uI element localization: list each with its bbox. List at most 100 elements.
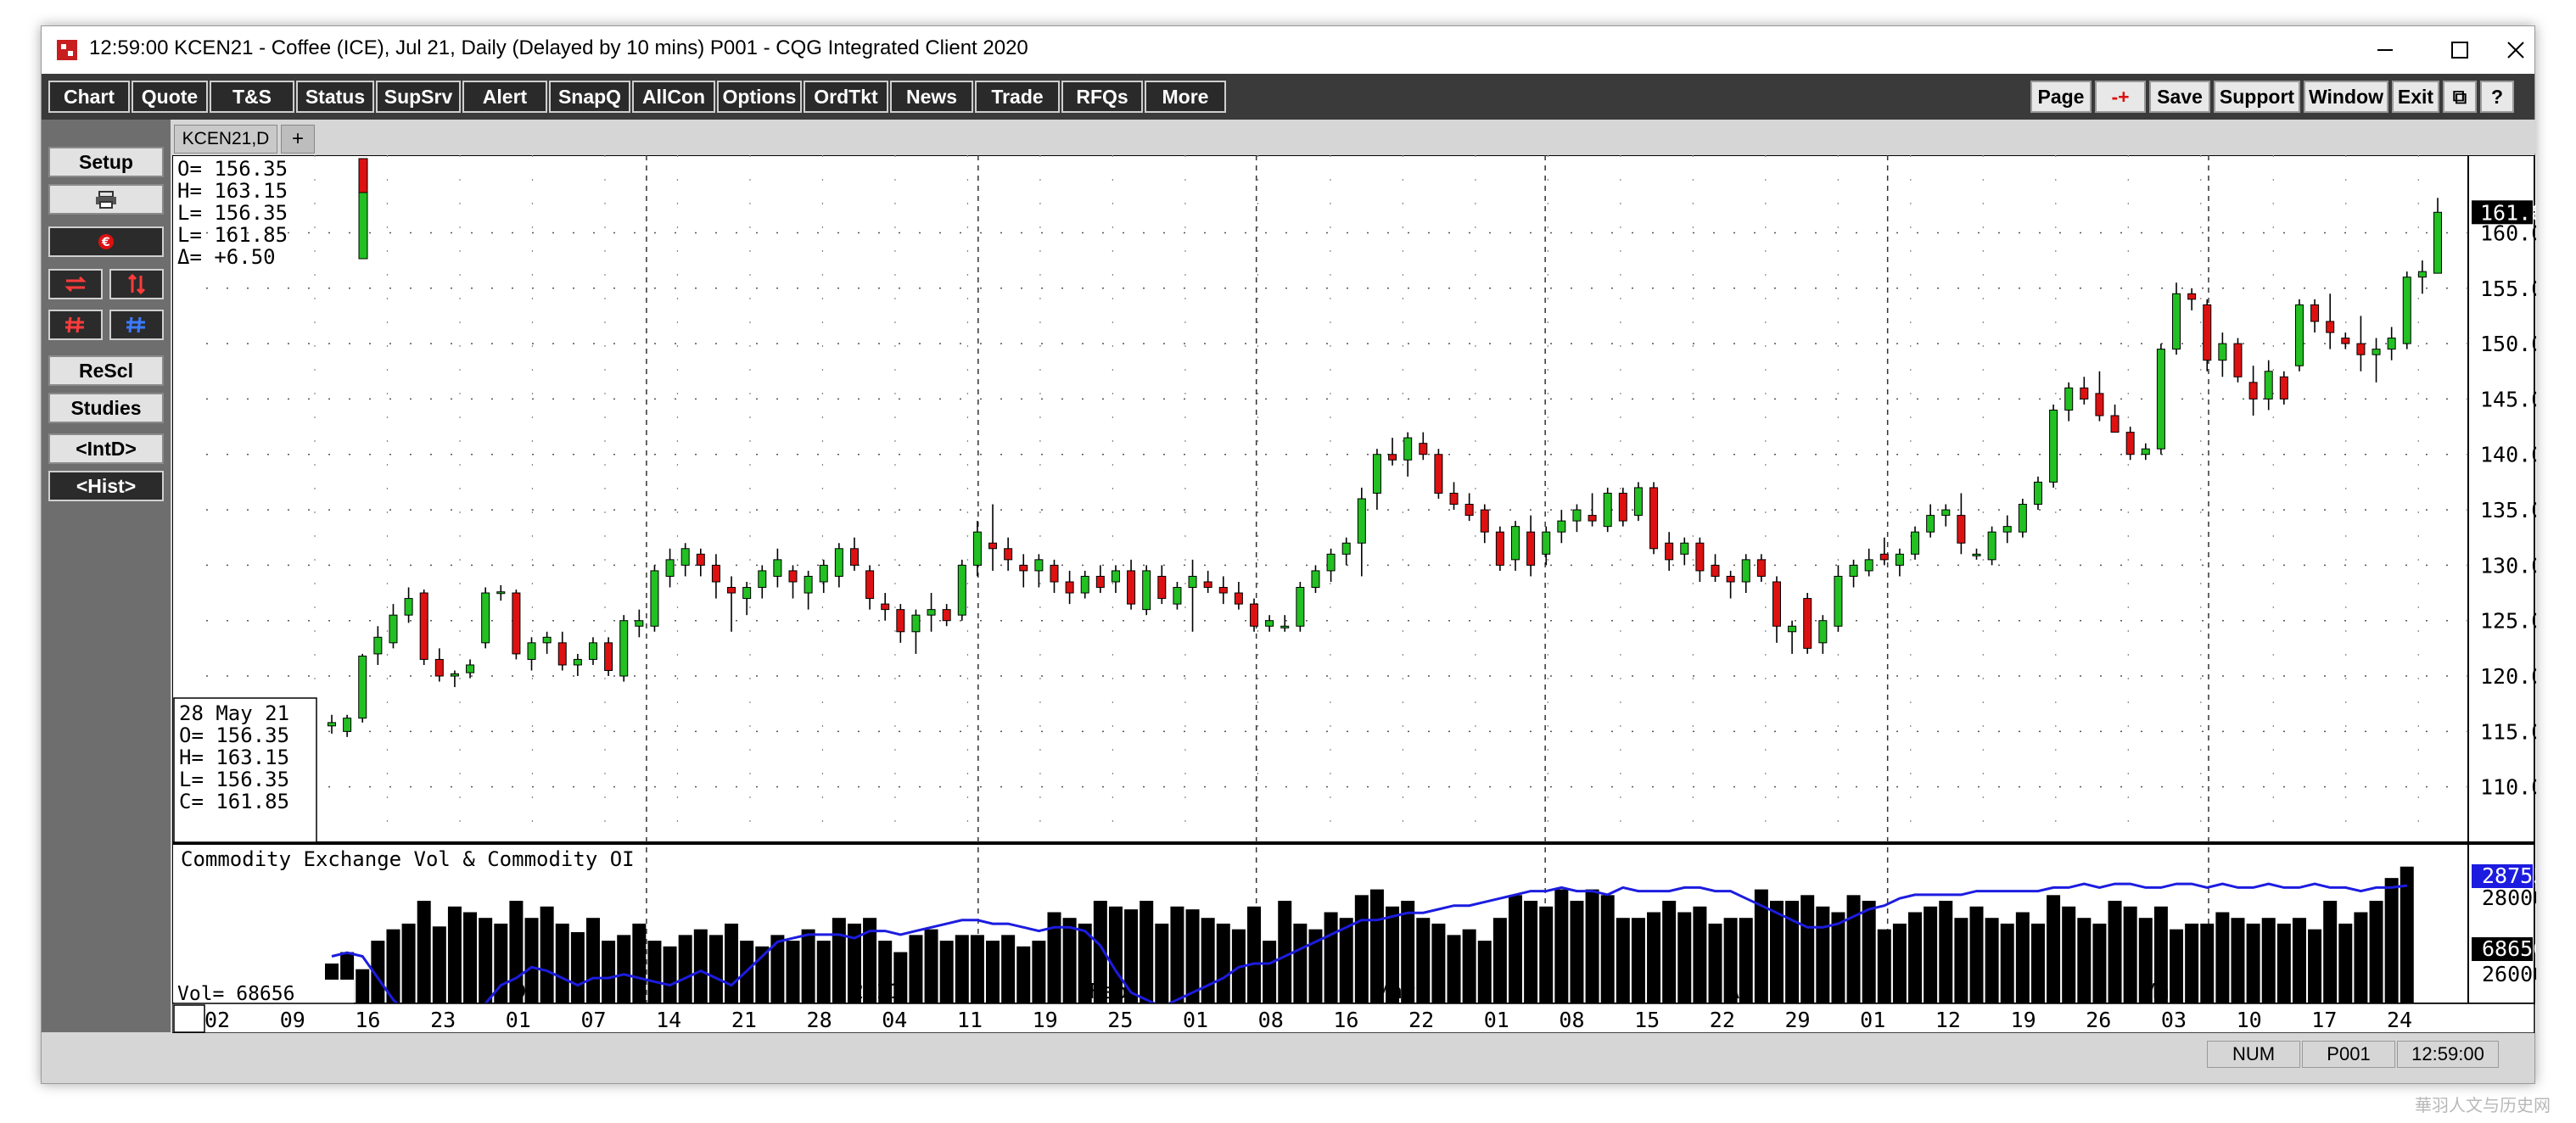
toolbar-supsrv-button[interactable]: SupSrv bbox=[376, 81, 461, 113]
candle-body bbox=[1972, 553, 1981, 556]
candle-body bbox=[1987, 531, 1996, 561]
ohlc-info-line: O= 156.35 bbox=[179, 724, 289, 747]
candle-body bbox=[1649, 487, 1659, 550]
maximize-button[interactable] bbox=[2422, 30, 2497, 70]
minimize-button[interactable] bbox=[2348, 30, 2422, 70]
volume-bar bbox=[1431, 923, 1446, 1003]
volume-bar bbox=[2200, 923, 2215, 1003]
volume-bar bbox=[585, 918, 600, 1003]
toolbar-zoom-button[interactable]: -+ bbox=[2095, 81, 2146, 113]
volume-bar bbox=[2185, 923, 2199, 1003]
volume-bar bbox=[663, 946, 677, 1003]
rescale-button[interactable]: ReScl bbox=[48, 355, 164, 386]
toolbar-options-button[interactable]: Options bbox=[717, 81, 802, 113]
volume-axis-label: 260000 bbox=[2482, 962, 2536, 986]
candle-body bbox=[2326, 321, 2335, 333]
ohlc-readout-line: O= 156.35 bbox=[177, 157, 288, 181]
toolbar-support-button[interactable]: Support bbox=[2214, 81, 2300, 113]
toolbar-status-button[interactable]: Status bbox=[296, 81, 374, 113]
toolbar-page-button[interactable]: Page bbox=[2030, 81, 2092, 113]
toolbar-ordtkt-button[interactable]: OrdTkt bbox=[804, 81, 888, 113]
chart-tab-strip: KCEN21,D + bbox=[171, 120, 2536, 154]
volume-bar bbox=[463, 912, 478, 1003]
volume-bar bbox=[1155, 923, 1169, 1003]
status-bar: NUM P001 12:59:00 bbox=[42, 1036, 2534, 1073]
candle-body bbox=[1557, 520, 1566, 533]
toolbar-trade-button[interactable]: Trade bbox=[975, 81, 1060, 113]
volume-bar bbox=[647, 941, 662, 1003]
toolbar-help-button[interactable]: ? bbox=[2480, 81, 2514, 113]
toolbar-allcon-button[interactable]: AllCon bbox=[632, 81, 715, 113]
volume-bar bbox=[2400, 866, 2414, 1003]
toolbar-quote-button[interactable]: Quote bbox=[132, 81, 208, 113]
volume-bar bbox=[1554, 889, 1569, 1003]
volume-bar bbox=[432, 926, 446, 1003]
hash-left-button[interactable] bbox=[48, 310, 103, 340]
toolbar-window-button[interactable]: Window bbox=[2304, 81, 2388, 113]
toolbar-chart-button[interactable]: Chart bbox=[48, 81, 130, 113]
price-chart[interactable]: 160.00 155.00 150.00 145.00 140.00 135.00 130.… bbox=[172, 155, 2536, 1033]
candle-body bbox=[1019, 564, 1028, 572]
candle-body bbox=[343, 718, 352, 732]
chart-area[interactable]: 160.00 155.00 150.00 145.00 140.00 135.00 130.… bbox=[172, 155, 2536, 1033]
toolbar-ts-button[interactable]: T&S bbox=[210, 81, 294, 113]
setup-button[interactable]: Setup bbox=[48, 147, 164, 177]
toolbar-alert-button[interactable]: Alert bbox=[462, 81, 547, 113]
toolbar-rfqs-button[interactable]: RFQs bbox=[1061, 81, 1143, 113]
intraday-button[interactable]: <IntD> bbox=[48, 433, 164, 464]
volume-bar bbox=[2138, 918, 2153, 1003]
candle-body bbox=[328, 722, 336, 727]
volume-bar bbox=[893, 952, 908, 1003]
toolbar-more-button[interactable]: More bbox=[1145, 81, 1226, 113]
toolbar-news-button[interactable]: News bbox=[890, 81, 973, 113]
candle-body bbox=[2172, 293, 2181, 350]
candle-body bbox=[1280, 625, 1290, 629]
candle-body bbox=[2141, 448, 2150, 455]
historical-button[interactable]: <Hist> bbox=[48, 471, 164, 501]
swap-vertical-button[interactable] bbox=[109, 269, 164, 299]
candle-body bbox=[650, 570, 659, 627]
ohlc-info-line: L= 156.35 bbox=[179, 768, 289, 791]
studies-button[interactable]: Studies bbox=[48, 393, 164, 423]
volume-bar bbox=[847, 923, 861, 1003]
volume-bar bbox=[524, 918, 539, 1003]
volume-bar bbox=[1462, 929, 1476, 1003]
date-tick-label: 22 bbox=[1408, 1008, 1434, 1032]
toolbar-exit-button[interactable]: Exit bbox=[2392, 81, 2439, 113]
tab-kcen21[interactable]: KCEN21,D bbox=[174, 125, 277, 154]
volume-bar bbox=[2308, 929, 2322, 1003]
volume-bar bbox=[1386, 906, 1400, 1003]
candle-body bbox=[2187, 293, 2197, 300]
volume-bar bbox=[1647, 912, 1661, 1003]
add-tab-button[interactable]: + bbox=[281, 125, 315, 154]
price-tick-label: 145.00 bbox=[2480, 387, 2536, 411]
toolbar-snapq-button[interactable]: SnapQ bbox=[549, 81, 630, 113]
price-tick-label: 150.00 bbox=[2480, 332, 2536, 356]
close-button[interactable] bbox=[2497, 30, 2534, 70]
volume-bar bbox=[1800, 895, 1815, 1003]
volume-bar bbox=[570, 932, 585, 1003]
currency-button[interactable]: € bbox=[48, 226, 164, 257]
candle-body bbox=[1142, 570, 1151, 611]
date-tick-label: 01 bbox=[1484, 1008, 1509, 1032]
volume-bar bbox=[1954, 918, 1968, 1003]
hash-right-button[interactable] bbox=[109, 310, 164, 340]
toolbar-restore-button[interactable]: ⧉ bbox=[2443, 81, 2477, 113]
swap-horizontal-button[interactable] bbox=[48, 269, 103, 299]
candle-body bbox=[896, 609, 905, 633]
candle-body bbox=[1188, 575, 1197, 589]
candle-body bbox=[619, 620, 629, 677]
date-axis-cursor[interactable] bbox=[173, 1004, 205, 1033]
volume-bar bbox=[2354, 912, 2368, 1003]
volume-bar bbox=[1032, 941, 1046, 1003]
volume-bar bbox=[1969, 906, 1984, 1003]
volume-bar bbox=[1985, 918, 1999, 1003]
toolbar-save-button[interactable]: Save bbox=[2149, 81, 2210, 113]
volume-bar bbox=[2246, 923, 2260, 1003]
volume-bar bbox=[1585, 889, 1599, 1003]
print-button[interactable] bbox=[48, 184, 164, 215]
volume-bar bbox=[693, 929, 708, 1003]
volume-axis-label: 280000 bbox=[2482, 886, 2536, 910]
volume-bar bbox=[1124, 909, 1139, 1003]
volume-bar bbox=[1831, 912, 1845, 1003]
